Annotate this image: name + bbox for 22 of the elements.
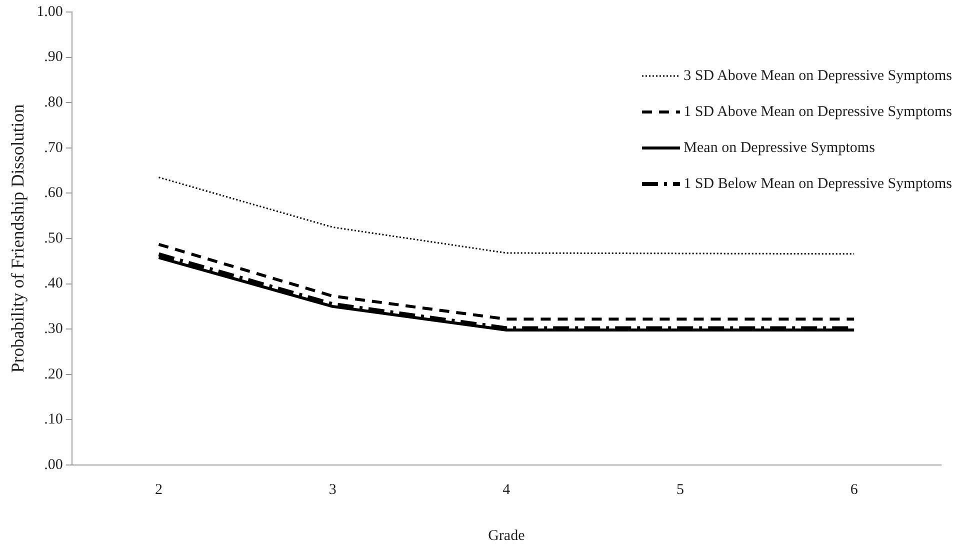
x-tick-label: 2 [155, 482, 163, 498]
y-tick-label: .70 [44, 140, 63, 156]
x-tick-label: 4 [502, 482, 511, 498]
x-axis-title: Grade [488, 528, 526, 544]
y-tick-label: .30 [44, 321, 63, 338]
y-tick-label: .80 [44, 94, 63, 111]
y-tick-label: .90 [44, 49, 63, 66]
y-tick-label: .50 [44, 230, 63, 246]
legend-label: 1 SD Below Mean on Depressive Symptoms [684, 176, 952, 192]
y-tick-label: .60 [44, 185, 63, 202]
legend-label: Mean on Depressive Symptoms [684, 140, 875, 156]
y-tick-label: .00 [44, 456, 63, 473]
y-tick-label: 1.00 [36, 4, 63, 20]
x-tick-label: 5 [676, 482, 684, 498]
legend-label: 1 SD Above Mean on Depressive Symptoms [684, 104, 952, 120]
x-tick-label: 3 [328, 482, 336, 498]
legend-label: 3 SD Above Mean on Depressive Symptoms [684, 68, 952, 84]
y-tick-label: .40 [44, 276, 63, 292]
x-tick-label: 6 [850, 482, 858, 498]
y-axis-title: Probability of Friendship Dissolution [8, 104, 28, 373]
y-tick-label: .10 [44, 412, 63, 428]
y-tick-label: .20 [44, 366, 63, 382]
